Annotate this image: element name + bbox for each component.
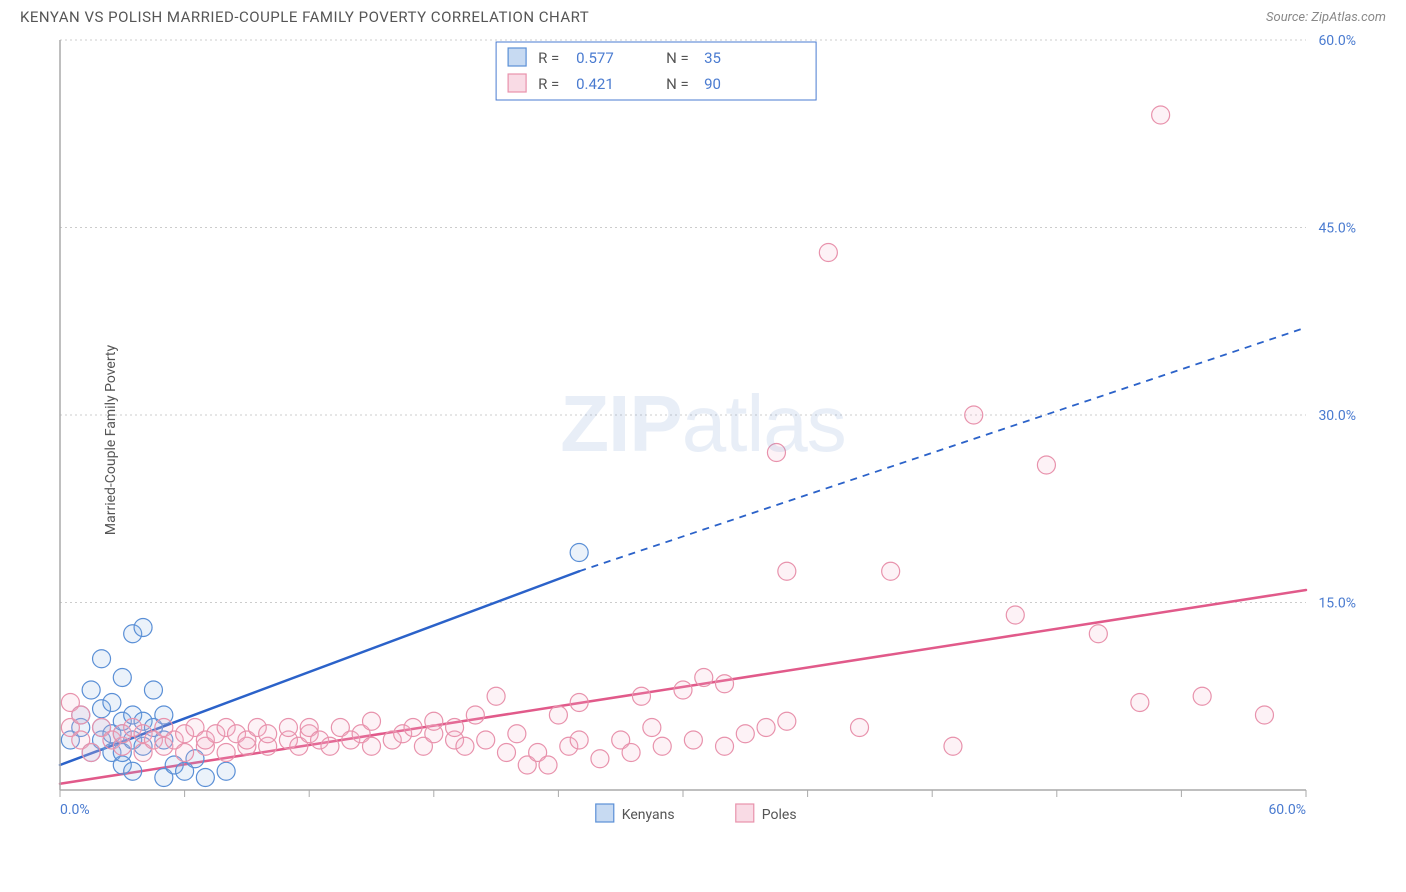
legend-n-value: 90 — [704, 75, 721, 93]
y-tick-label: 30.0% — [1318, 408, 1356, 424]
series-label: Poles — [762, 807, 797, 823]
legend-n-label: N = — [666, 75, 689, 93]
source-label: Source: ZipAtlas.com — [1266, 10, 1386, 25]
legend-n-value: 35 — [704, 49, 721, 67]
chart-container: Married-Couple Family Poverty ZIPatlas 0… — [20, 30, 1386, 850]
legend-swatch — [508, 48, 526, 66]
y-tick-label: 45.0% — [1318, 221, 1356, 237]
y-axis-label: Married-Couple Family Poverty — [103, 345, 119, 535]
legend-r-value: 0.421 — [576, 75, 614, 93]
x-min-label: 0.0% — [60, 802, 90, 818]
y-tick-label: 60.0% — [1318, 33, 1356, 49]
legend-r-label: R = — [538, 49, 559, 67]
legend-swatch — [508, 74, 526, 92]
x-max-label: 60.0% — [1268, 802, 1306, 818]
legend-r-value: 0.577 — [576, 49, 614, 67]
series-swatch — [736, 804, 754, 822]
chart-title: KENYAN VS POLISH MARRIED-COUPLE FAMILY P… — [20, 8, 589, 26]
y-tick-label: 15.0% — [1318, 596, 1356, 612]
scatter-chart: 0.0% 60.0% 15.0% 30.0% 45.0% 60.0% R = 0.577 N =… — [20, 30, 1386, 850]
legend-r-label: R = — [538, 75, 559, 93]
legend-n-label: N = — [666, 49, 689, 67]
series-label: Kenyans — [622, 807, 675, 823]
series-swatch — [596, 804, 614, 822]
